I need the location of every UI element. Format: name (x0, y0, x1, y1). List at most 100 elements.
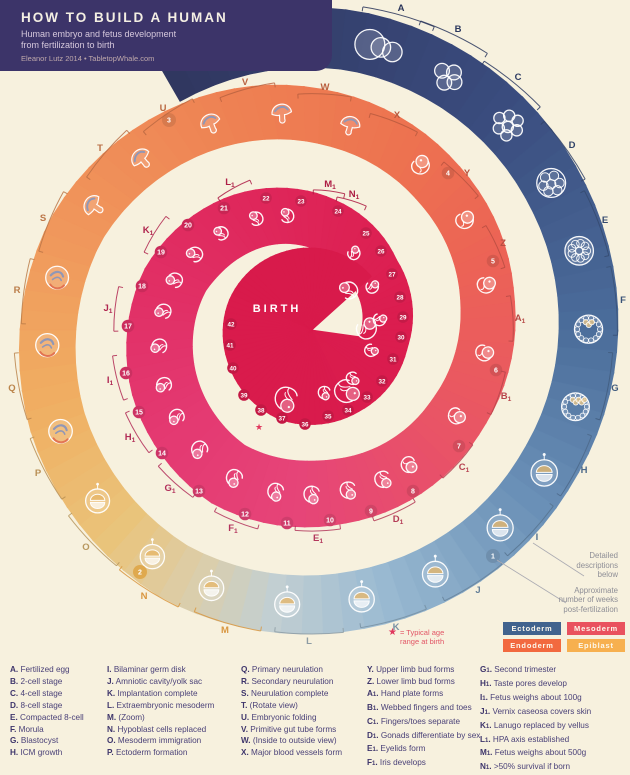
stage-bracket (583, 190, 610, 256)
stage-bracket (219, 82, 275, 99)
stage-illustration-sac (83, 195, 104, 216)
note-connector-line (532, 542, 585, 577)
stage-illustration-sac (131, 148, 150, 168)
stage-bracket (444, 563, 503, 602)
week-number: 3 (167, 117, 171, 124)
stage-letter-G: G (611, 383, 618, 394)
stage-description-A: A. Fertilized egg (10, 665, 70, 674)
stage-description-K1: K1. Lanugo replaced by vellus (480, 720, 589, 730)
week-marker (361, 391, 373, 403)
week-number: 21 (220, 205, 228, 212)
stage-letter-H: H (581, 465, 588, 476)
note-line: Approximate (574, 585, 618, 595)
description-column: Y. Upper limb bud forms Z. Lower limb bud… (367, 664, 480, 771)
stage-illustration-fetus (345, 371, 360, 386)
week-marker (489, 363, 503, 377)
week-number: 19 (157, 249, 165, 256)
stage-bracket (360, 608, 427, 629)
week-marker (280, 516, 294, 530)
stage-letter-J: J (475, 585, 480, 596)
week-number: 38 (257, 407, 265, 414)
legend-chip-endoderm: Endoderm (503, 639, 561, 652)
stage-bracket (420, 20, 488, 54)
week-number: 18 (138, 283, 146, 290)
stage-bracket (297, 93, 352, 98)
stage-bracket (68, 515, 117, 567)
stage-description-X: X. Major blood vessels form (241, 748, 343, 758)
week-marker (135, 279, 149, 293)
stage-illustration-fetus (267, 482, 285, 502)
stage-illustration-fetus (150, 338, 168, 354)
stage-description-L1: L1. HPA axis established (480, 734, 570, 744)
stage-illustration-disk (84, 482, 111, 514)
week-number: 6 (494, 367, 498, 374)
stage-illustration-fetus (317, 385, 331, 401)
week-number: 22 (262, 195, 270, 202)
week-number: 42 (227, 321, 235, 328)
stage-letter-H1: H1 (125, 432, 136, 444)
stage-letter-Z: Z (500, 238, 506, 249)
stage-illustration-neurula (48, 418, 73, 444)
stage-illustration-fetus (355, 317, 377, 340)
stage-illustration-neurula (45, 265, 70, 290)
stage-description-H1: H1. Taste pores develop (480, 678, 567, 688)
stage-letter-X: X (394, 110, 401, 121)
stage-description-D: D. 8-cell stage (10, 700, 63, 710)
stage-illustration-cell8 (492, 109, 524, 142)
note-line: Detailed (589, 551, 618, 560)
stage-illustration-embryo (410, 154, 430, 175)
week-number: 11 (283, 520, 291, 527)
week-number: 15 (135, 409, 143, 416)
week-marker (406, 484, 420, 498)
week-number: 33 (363, 394, 371, 401)
stage-bracket (20, 258, 31, 324)
week-marker (387, 353, 399, 365)
stage-description-F1: F1. Iris develops (367, 758, 426, 768)
stage-illustration-sac (271, 103, 293, 124)
stage-letter-M: M (221, 625, 229, 636)
stage-illustration-fetus (372, 313, 388, 327)
week-marker (224, 339, 236, 351)
week-number: 23 (297, 198, 305, 205)
week-number: 41 (226, 342, 234, 349)
week-marker (486, 254, 500, 268)
stage-description-R: R. Secondary neurulation (241, 676, 334, 686)
stage-description-C: C. 4-cell stage (10, 688, 63, 698)
description-column: I. Bilaminar germ disk J. Amniotic cavity… (107, 664, 214, 759)
stage-illustration-embryo (476, 276, 496, 294)
stage-letter-F1: F1 (228, 523, 238, 535)
stage-illustration-cell4 (433, 62, 463, 91)
stage-illustration-neurula (35, 332, 60, 358)
week-number: 13 (195, 488, 203, 495)
week-number: 40 (229, 365, 237, 372)
week-marker (342, 404, 354, 416)
stage-bracket (143, 98, 193, 133)
description-column: Q. Primary neurulation R. Secondary neuru… (241, 664, 342, 759)
week-number: 10 (326, 517, 334, 524)
stage-bracket (294, 528, 341, 532)
stage-description-T: T. (Rotate view) (241, 700, 298, 710)
stage-illustration-embryo (455, 210, 475, 230)
stage-bracket (313, 189, 345, 195)
stage-illustration-fetus (338, 281, 359, 300)
stage-description-Y: Y. Upper limb bud forms (367, 665, 455, 674)
stage-illustration-blasto2 (560, 392, 590, 422)
stage-description-B: B. 2-cell stage (10, 676, 63, 686)
stage-illustration-sac (340, 115, 361, 136)
stage-letter-I1: I1 (107, 375, 114, 387)
week-number: 32 (378, 378, 386, 385)
stage-letter-P: P (35, 468, 42, 479)
stage-description-G1: G1. Second trimester (480, 665, 557, 674)
stage-illustration-disk (274, 585, 301, 618)
stage-illustration-fetus (155, 376, 173, 393)
stage-letter-N1: N1 (349, 189, 360, 201)
week-number: 27 (388, 271, 396, 278)
stage-illustration-blasto (573, 314, 604, 344)
side-notes: Detailed descriptions below Approximate num… (559, 551, 618, 620)
week-marker (255, 404, 267, 416)
week-marker (181, 218, 195, 232)
stage-illustration-fetus (347, 245, 361, 261)
week-number: 8 (411, 488, 415, 495)
week-marker (322, 410, 334, 422)
week-marker (192, 484, 206, 498)
